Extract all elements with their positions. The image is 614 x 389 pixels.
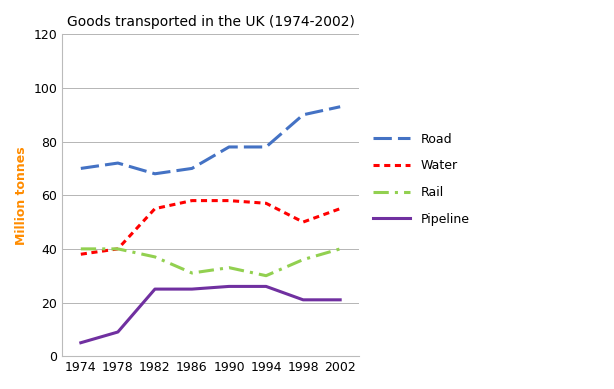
Line: Road: Road: [81, 107, 340, 174]
Road: [188, 166, 196, 171]
Rail: [151, 254, 158, 259]
Rail: [114, 247, 122, 251]
Rail: [225, 265, 233, 270]
Water: [262, 201, 270, 206]
Pipeline: [300, 298, 307, 302]
Line: Pipeline: Pipeline: [81, 286, 340, 343]
Pipeline: [188, 287, 196, 291]
Road: [262, 145, 270, 149]
Water: [77, 252, 85, 257]
Y-axis label: Million tonnes: Million tonnes: [15, 146, 28, 245]
Legend: Road, Water, Rail, Pipeline: Road, Water, Rail, Pipeline: [368, 128, 475, 231]
Water: [336, 206, 344, 211]
Rail: [336, 247, 344, 251]
Line: Rail: Rail: [81, 249, 340, 276]
Water: [300, 220, 307, 224]
Water: [114, 247, 122, 251]
Rail: [262, 273, 270, 278]
Road: [151, 172, 158, 176]
Road: [77, 166, 85, 171]
Road: [114, 161, 122, 165]
Line: Water: Water: [81, 201, 340, 254]
Pipeline: [225, 284, 233, 289]
Pipeline: [262, 284, 270, 289]
Pipeline: [77, 340, 85, 345]
Road: [225, 145, 233, 149]
Water: [225, 198, 233, 203]
Water: [151, 206, 158, 211]
Pipeline: [114, 329, 122, 334]
Pipeline: [336, 298, 344, 302]
Water: [188, 198, 196, 203]
Rail: [77, 247, 85, 251]
Road: [300, 112, 307, 117]
Title: Goods transported in the UK (1974-2002): Goods transported in the UK (1974-2002): [66, 15, 354, 29]
Road: [336, 104, 344, 109]
Pipeline: [151, 287, 158, 291]
Rail: [188, 271, 196, 275]
Rail: [300, 257, 307, 262]
